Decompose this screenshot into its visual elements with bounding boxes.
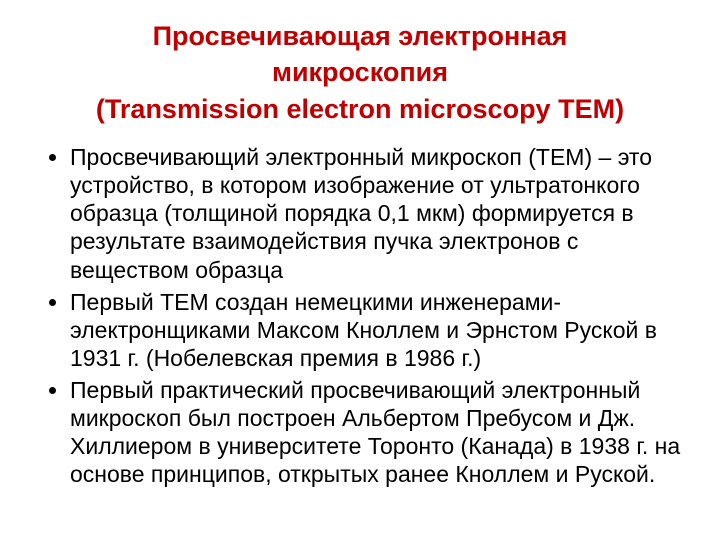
slide-body: Просвечивающий электронный микроскоп (TE… (28, 143, 692, 488)
title-line-1: Просвечивающая электронная (28, 18, 692, 54)
bullet-item: Первый ТЕМ создан немецкими инженерами-э… (70, 288, 692, 372)
slide: Просвечивающая электронная микроскопия (… (0, 0, 720, 540)
bullet-item: Первый практический просвечивающий элект… (70, 376, 692, 488)
slide-title: Просвечивающая электронная микроскопия (… (28, 18, 692, 127)
bullet-list: Просвечивающий электронный микроскоп (TE… (28, 143, 692, 488)
title-line-3: (Transmission electron microscopy TEM) (28, 91, 692, 127)
bullet-item: Просвечивающий электронный микроскоп (TE… (70, 143, 692, 283)
title-line-2: микроскопия (28, 54, 692, 90)
